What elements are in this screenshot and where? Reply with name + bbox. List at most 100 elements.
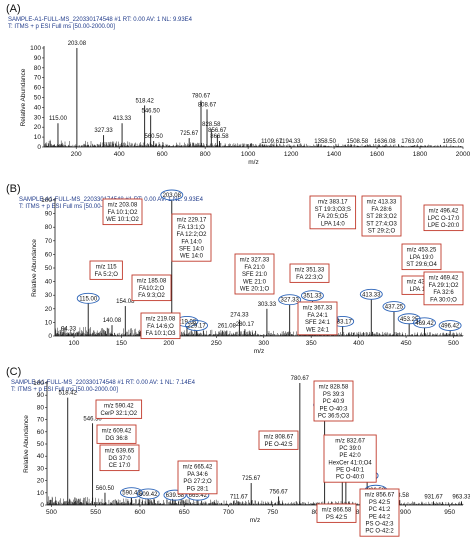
annotation-line: m/z 185.08 [137,279,167,285]
peak-label: 546.50 [142,108,161,114]
peak-label: 1763.00 [401,139,423,145]
peak-circle [163,489,187,501]
annotation-line: m/z 383.17 [318,200,348,206]
x-tick-label: 100 [69,340,80,347]
annotation-line: PS 42:5 [369,500,391,506]
annotation-line: FA 5:2;O [95,272,119,278]
annotation-line: FA 10:1;O3 [145,331,176,337]
peak-circle [382,301,406,312]
x-tick-label: 800 [200,151,211,158]
annotation-line: FA 29:1;O2 [428,283,459,289]
annotation-line: PS O-42:3 [365,522,394,528]
annotation-line: m/z 808.67 [264,435,294,441]
annotation-line: FA 14:6;O [147,324,174,330]
y-tick-label: 70 [45,238,53,245]
y-axis-label: Relative Abundance [31,239,38,297]
y-tick-label: 80 [45,224,53,231]
annotation-line: m/z 856.67 [365,493,395,499]
annotation-line: FA 14:0 [181,239,202,245]
x-tick-label: 400 [353,340,364,347]
x-tick-label: 2000 [456,151,470,158]
annotation-line: m/z 866.58 [322,508,352,514]
annotation-box [316,503,357,523]
peak-label: 725.67 [242,476,261,482]
y-tick-label: 70 [34,75,42,82]
y-tick-label: 20 [34,124,42,131]
scan-filter: T: ITMS + p ESI Full ms [50.00-2000.00] [11,387,118,393]
y-tick-label: 50 [37,441,45,448]
peak-label: 327.33 [94,128,113,134]
annotation-line: WE 21:0 [243,279,267,285]
x-tick-label: 750 [267,509,278,516]
y-tick-label: 20 [37,478,45,485]
peak-label: 828.58 [202,122,221,128]
peak-circle [278,294,302,306]
peak-label: 560.50 [145,134,164,140]
annotation-box [89,260,123,280]
annotation-box [423,204,464,232]
annotation-line: LPA 14:0 [321,221,346,227]
annotation-line: LPE O-20:0 [428,223,460,229]
annotation-line: FA 22:3;O [296,275,323,281]
spectrum-panel: (A) SAMPLE-A1-FULL-MS_220330174548 #1 RT:… [6,3,470,166]
peak-label: 383.17 [333,319,352,325]
peak-label: 203.08 [68,41,87,47]
annotation-line: HexCer 41:0;O4 [328,460,372,466]
annotation-box [234,253,275,295]
y-tick-label: 90 [37,392,45,399]
peak-label: 203.08 [163,193,182,199]
x-tick-label: 550 [90,509,101,516]
annotation-line: PG 27:2;O [183,479,212,485]
y-tick-label: 60 [34,85,42,92]
annotation-line: PE 42:0 [339,453,361,459]
peak-circle [136,488,160,500]
y-tick-label: 40 [45,279,53,286]
peak-label: 469.42 [415,321,434,327]
peak-label: 140.08 [103,318,122,324]
peak-label: 711.67 [230,494,249,500]
peak-circle [413,317,436,329]
panel-letter: (C) [6,366,21,378]
y-tick-label: 0 [48,333,52,340]
y-tick-label: 100 [41,197,52,204]
annotation-line: m/z 590.42 [104,404,134,410]
annotation-box [289,263,330,283]
annotation-line: m/z 665.42 [183,465,213,471]
annotation-line: PC 39:0 [339,446,361,452]
y-tick-label: 100 [33,380,44,387]
annotation-line: LPC O-17:0 [428,216,460,222]
peak-label: 453.25 [400,317,419,323]
peak-label: 609.42 [139,492,158,498]
annotation-line: ST 29:6;O4 [406,262,437,268]
annotation-box [102,198,143,226]
annotation-box [96,424,137,444]
x-tick-label: 600 [157,151,168,158]
peak-label: 261.08 [218,324,237,330]
peak-label: 518.42 [135,98,154,104]
annotation-box [359,488,400,537]
annotation-line: m/z 351.33 [295,268,325,274]
peak-label: 115.00 [49,116,68,122]
annotation-line: PS 42:5 [326,515,348,521]
peak-label: 280.17 [236,322,255,328]
y-tick-label: 30 [45,292,53,299]
x-axis-label: m/z [250,517,260,524]
y-tick-label: 80 [34,65,42,72]
y-tick-label: 60 [37,429,45,436]
x-tick-label: 350 [306,340,317,347]
annotation-line: m/z 828.58 [319,385,349,391]
annotation-line: DG 37:0 [108,456,131,462]
peak-label: 1636.08 [374,139,396,145]
annotation-line: m/z 639.65 [105,449,135,455]
annotation-line: ST 28:3;O2 [366,214,397,220]
x-tick-label: 700 [223,509,234,516]
annotation-line: m/z 609.42 [102,429,132,435]
annotation-line: m/z 413.33 [367,200,397,206]
peak-label: 351.33 [303,294,322,300]
annotation-line: FA 32:6 [433,290,454,296]
peak-circle [397,313,421,325]
annotation-line: LPA 18:1 [410,287,435,293]
x-tick-label: 300 [258,340,269,347]
x-tick-label: 150 [116,340,127,347]
annotation-line: m/z 367.33 [303,306,333,312]
